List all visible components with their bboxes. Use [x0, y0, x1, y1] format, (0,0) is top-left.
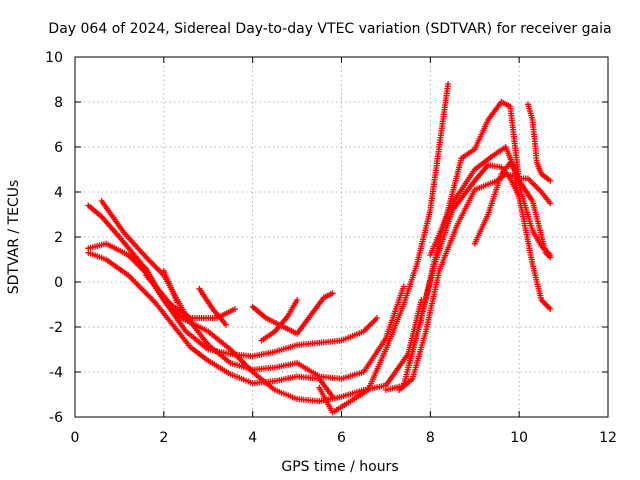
series-sat-7 [160, 267, 181, 306]
series-line [101, 200, 405, 380]
data-point-marker [445, 81, 452, 87]
data-point-marker [547, 177, 554, 184]
x-tick-label: 12 [599, 430, 617, 446]
y-tick-label: -6 [49, 410, 63, 426]
series-sat-8 [196, 285, 229, 328]
x-tick-label: 2 [159, 430, 168, 446]
series-sat-13 [405, 162, 523, 371]
data-point-marker [400, 283, 407, 290]
y-tick-label: 2 [54, 230, 63, 246]
series-sat-17 [525, 101, 554, 184]
data-point-marker [294, 297, 301, 303]
x-tick-label: 8 [426, 430, 435, 446]
data-point-marker [547, 306, 554, 312]
series-line [318, 83, 449, 414]
data-series [85, 81, 554, 416]
y-tick-label: -4 [49, 365, 63, 381]
x-tick-label: 4 [248, 430, 257, 446]
chart-title: Day 064 of 2024, Sidereal Day-to-day VTE… [48, 21, 611, 37]
series-sat-1 [85, 202, 380, 360]
series-sat-10 [258, 297, 301, 344]
series-sat-9 [249, 290, 336, 337]
data-point-marker [329, 290, 336, 297]
data-point-marker [169, 303, 176, 310]
data-point-marker [374, 315, 380, 321]
x-tick-label: 10 [510, 430, 528, 446]
data-point-marker [547, 252, 554, 258]
grid [75, 57, 608, 417]
data-point-marker [223, 321, 229, 328]
data-point-marker [174, 299, 181, 306]
data-point-marker [231, 306, 238, 312]
y-tick-label: 6 [54, 140, 63, 156]
y-tick-label: 10 [45, 50, 63, 66]
plot-frame [74, 56, 609, 418]
y-tick-label: 8 [54, 95, 63, 111]
y-tick-label: -2 [49, 320, 63, 336]
data-point-marker [547, 200, 554, 207]
series-sat-6 [143, 272, 176, 310]
x-tick-label: 6 [337, 430, 346, 446]
series-sat-2 [85, 249, 336, 400]
series-sat-11 [316, 81, 452, 416]
x-axis-label: GPS time / hours [281, 459, 398, 475]
x-tick-label: 0 [71, 430, 80, 446]
series-sat-16 [427, 144, 554, 258]
y-tick-label: 4 [54, 185, 63, 201]
y-axis-label: SDTVAR / TECUs [6, 180, 22, 295]
y-tick-label: 0 [54, 275, 63, 291]
